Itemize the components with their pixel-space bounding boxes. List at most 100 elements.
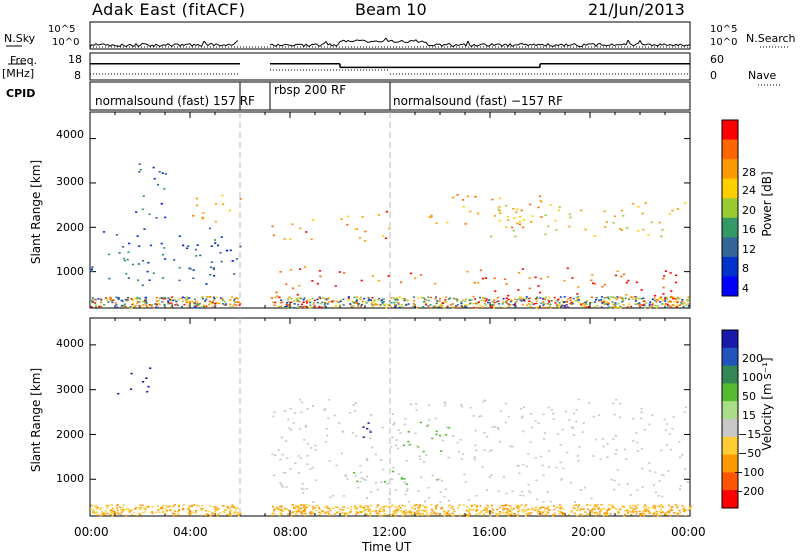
power-echo [310,238,313,240]
power-echo [130,306,133,309]
noise-trace [331,44,335,47]
power-echo [446,305,449,308]
velocity-echo [568,419,571,421]
velocity-echo [497,490,500,493]
power-bar-tick-28: 28 [742,166,756,179]
velocity-echo [428,418,431,421]
power-echo [164,216,167,219]
power-echo [512,304,515,306]
velocity-echo [392,510,395,513]
power-echo [298,301,301,303]
velocity-echo [666,423,669,425]
power-echo [626,227,629,229]
noise-trace [213,43,217,47]
power-bar-swatch [722,159,738,180]
velocity-echo [499,512,502,515]
velocity-echo [144,508,147,510]
power-echo [270,297,274,299]
power-echo [274,296,277,298]
noise-trace [493,43,497,47]
power-echo [622,300,625,302]
power-echo [497,208,500,211]
velocity-echo [400,510,403,512]
noise-trace [105,43,109,46]
velocity-echo [643,512,646,515]
power-echo [488,299,491,301]
velocity-echo [415,409,418,411]
power-echo [371,304,374,306]
power-echo [479,296,481,299]
velocity-echo [326,505,329,507]
velocity-echo [663,513,666,516]
velocity-echo [440,507,443,510]
power-echo [506,300,508,302]
power-echo [287,300,290,303]
velocity-echo [324,506,327,508]
power-echo [521,268,524,270]
power-echo [517,289,520,291]
power-echo [558,306,561,309]
power-echo [370,303,373,305]
power-echo [582,303,585,305]
xtick-1200: 12:00 [372,525,407,539]
power-echo [212,267,215,269]
power-echo [598,299,601,301]
noise-trace [547,43,551,46]
power-echo [613,215,616,218]
velocity-echo [302,492,305,494]
velocity-echo [472,508,475,510]
velocity-echo [284,471,287,474]
power-echo [390,306,393,308]
velocity-echo [93,505,96,508]
power-ytick-1000: 1000 [56,265,84,278]
velocity-echo [430,513,433,516]
velocity-echo [305,487,309,490]
power-echo [323,306,326,308]
power-echo [677,208,680,210]
power-echo [91,299,94,302]
power-echo [295,300,298,302]
velocity-echo [446,426,449,429]
velocity-echo [436,512,439,514]
power-echo [456,306,459,309]
power-bar-label: Power [dB] [760,171,774,237]
noise-trace [225,43,229,47]
velocity-echo [146,506,149,508]
velocity-echo [99,508,101,511]
velocity-echo [122,504,125,506]
power-echo [387,275,390,277]
velocity-echo [96,506,99,509]
velocity-echo [595,511,598,514]
velocity-echo [294,513,297,515]
velocity-echo [419,513,422,515]
velocity-echo [522,463,525,466]
velocity-echo [444,402,447,404]
velocity-echo [237,513,240,515]
power-echo [361,300,364,303]
velocity-echo [273,508,276,511]
power-echo [566,306,569,308]
power-echo [504,278,507,280]
velocity-echo [405,490,408,492]
velocity-echo [640,417,643,420]
velocity-echo [661,495,664,498]
velocity-echo [542,511,544,513]
velocity-echo [537,512,540,514]
noise-trace [191,43,195,47]
velocity-echo [682,508,685,511]
power-echo [234,301,237,304]
power-echo [620,209,623,212]
velocity-echo [443,401,446,404]
velocity-echo [572,504,575,507]
velocity-echo [624,510,627,512]
power-echo [125,299,128,301]
velocity-echo [110,511,113,514]
power-echo [452,297,455,300]
power-echo [507,303,510,305]
power-echo [583,301,586,304]
power-echo [604,226,607,228]
velocity-echo [372,510,374,512]
velocity-echo [419,421,422,424]
power-echo [676,296,679,299]
velocity-echo [438,514,441,516]
